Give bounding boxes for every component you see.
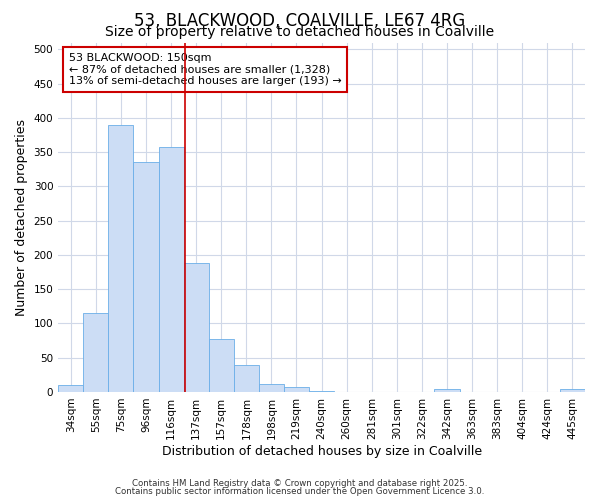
Bar — [83, 313, 109, 392]
Bar — [234, 364, 259, 392]
Bar — [209, 338, 234, 392]
Text: 53 BLACKWOOD: 150sqm
← 87% of detached houses are smaller (1,328)
13% of semi-de: 53 BLACKWOOD: 150sqm ← 87% of detached h… — [69, 53, 341, 86]
X-axis label: Distribution of detached houses by size in Coalville: Distribution of detached houses by size … — [161, 444, 482, 458]
Text: Contains HM Land Registry data © Crown copyright and database right 2025.: Contains HM Land Registry data © Crown c… — [132, 478, 468, 488]
Bar — [560, 389, 585, 392]
Bar — [284, 387, 309, 392]
Bar — [158, 148, 184, 392]
Text: Size of property relative to detached houses in Coalville: Size of property relative to detached ho… — [106, 25, 494, 39]
Bar — [133, 162, 158, 392]
Bar — [434, 388, 460, 392]
Bar — [259, 384, 284, 392]
Bar — [184, 263, 209, 392]
Bar — [109, 124, 133, 392]
Bar — [58, 385, 83, 392]
Text: 53, BLACKWOOD, COALVILLE, LE67 4RG: 53, BLACKWOOD, COALVILLE, LE67 4RG — [134, 12, 466, 30]
Y-axis label: Number of detached properties: Number of detached properties — [15, 118, 28, 316]
Text: Contains public sector information licensed under the Open Government Licence 3.: Contains public sector information licen… — [115, 487, 485, 496]
